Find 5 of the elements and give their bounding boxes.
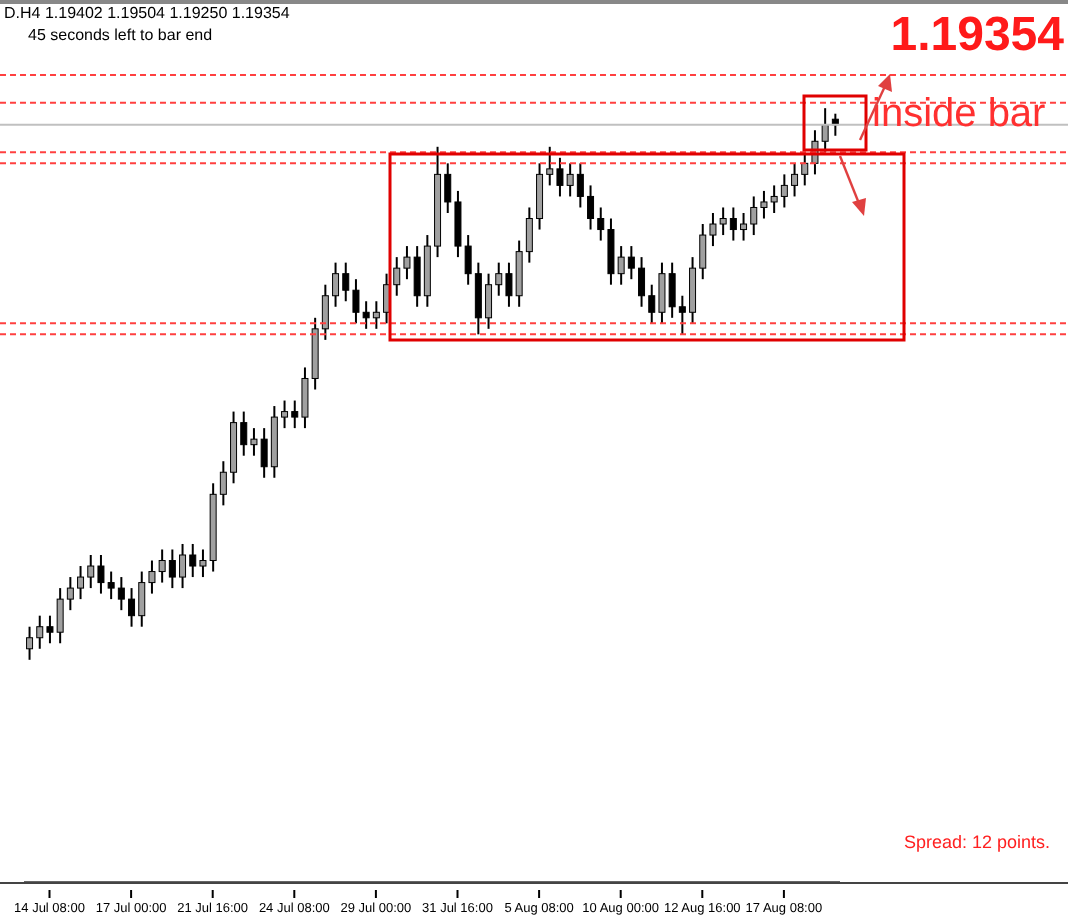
text: inside bar <box>872 92 1046 138</box>
text: Spread: 12 points. <box>904 832 1051 852</box>
chart-subtitle: 45 seconds left to bar end <box>28 26 213 44</box>
chart-title: D.H4 1.19402 1.19504 1.19250 1.19354 <box>4 4 290 22</box>
text: 1.19354 <box>890 8 1064 64</box>
